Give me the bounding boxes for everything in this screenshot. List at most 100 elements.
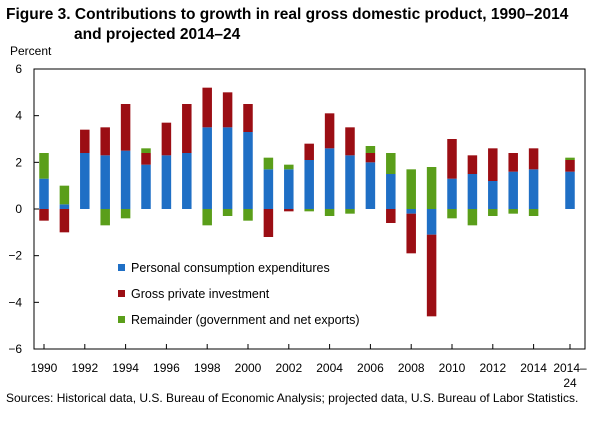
bar-segment-remainder bbox=[59, 185, 70, 205]
chart-title-line-2: and projected 2014–24 bbox=[74, 26, 241, 43]
bar-segment-remainder bbox=[426, 167, 437, 209]
bar-segment-consumption bbox=[141, 164, 151, 209]
x-tick-label: 2014– 24 bbox=[553, 361, 587, 390]
bar-segment-remainder bbox=[508, 209, 518, 214]
bar-segment-consumption bbox=[345, 155, 355, 209]
bar-segment-remainder bbox=[284, 164, 294, 170]
bar-segment-investment bbox=[386, 209, 396, 223]
legend-swatch bbox=[118, 290, 125, 297]
legend-swatch bbox=[118, 316, 125, 323]
bar-segment-remainder bbox=[120, 209, 131, 219]
bar-segment-investment bbox=[100, 127, 110, 156]
x-tick-label: 1990 bbox=[31, 361, 58, 375]
bar-segment-investment bbox=[426, 234, 437, 317]
bar-segment-investment bbox=[345, 127, 355, 156]
bar-segment-investment bbox=[202, 87, 212, 128]
bar-segment-consumption bbox=[100, 155, 110, 209]
y-tick-label: 0 bbox=[15, 202, 22, 216]
x-tick-label: 2004 bbox=[316, 361, 343, 375]
x-tick-label: 1996 bbox=[153, 361, 180, 375]
y-tick-label: 2 bbox=[15, 155, 22, 169]
bar-segment-investment bbox=[565, 160, 575, 172]
x-tick-label: 2008 bbox=[398, 361, 425, 375]
x-tick-label: 1994 bbox=[112, 361, 139, 375]
bar-segment-investment bbox=[528, 148, 539, 170]
legend-label: Personal consumption expenditures bbox=[131, 261, 330, 275]
legend-label: Gross private investment bbox=[131, 287, 270, 301]
bar-segment-consumption bbox=[222, 127, 233, 209]
bar-segment-investment bbox=[488, 148, 498, 181]
bar-segment-investment bbox=[222, 92, 233, 128]
bar-segment-remainder bbox=[447, 209, 457, 219]
bar-segment-investment bbox=[304, 143, 314, 160]
bar-segment-investment bbox=[447, 139, 457, 179]
bar-segment-investment bbox=[80, 129, 90, 153]
chart-title: Figure 3. Contributions to growth in rea… bbox=[6, 5, 596, 45]
bar-segment-investment bbox=[243, 104, 253, 132]
bar-segment-remainder bbox=[406, 169, 416, 209]
bar-segment-consumption bbox=[80, 153, 90, 209]
bar-segment-consumption bbox=[565, 171, 575, 209]
bar-segment-remainder bbox=[222, 209, 233, 216]
bar-segment-remainder bbox=[263, 157, 274, 170]
y-tick-label: −6 bbox=[8, 342, 22, 356]
bar-segment-investment bbox=[141, 153, 151, 165]
bar-segment-investment bbox=[406, 213, 416, 254]
x-tick-label: 1992 bbox=[71, 361, 98, 375]
bar-segment-investment bbox=[324, 113, 335, 149]
x-tick-label-part: 2014– bbox=[553, 361, 587, 375]
bar-segment-consumption bbox=[406, 209, 416, 214]
y-tick-label: −2 bbox=[8, 249, 22, 263]
bar-segment-remainder bbox=[345, 209, 355, 214]
bar-segment-remainder bbox=[386, 153, 396, 174]
bar-segment-consumption bbox=[488, 181, 498, 209]
bar-segment-investment bbox=[508, 153, 518, 172]
chart-title-line-1: Figure 3. Contributions to growth in rea… bbox=[6, 6, 569, 23]
bar-segment-consumption bbox=[365, 162, 376, 209]
bar-segment-consumption bbox=[386, 174, 396, 209]
y-axis-label: Percent bbox=[10, 44, 52, 58]
bar-segment-investment bbox=[365, 153, 376, 163]
bar-segment-consumption bbox=[528, 169, 539, 209]
bar-segment-remainder bbox=[528, 209, 539, 216]
bar-segment-remainder bbox=[365, 146, 376, 153]
y-tick-label: 6 bbox=[15, 62, 22, 76]
y-tick-label: 4 bbox=[15, 109, 22, 123]
x-tick-label-part: 24 bbox=[563, 376, 577, 390]
bar-segment-consumption bbox=[508, 171, 518, 209]
bar-segment-remainder bbox=[100, 209, 110, 226]
bar-segment-remainder bbox=[565, 157, 575, 160]
bar-segment-remainder bbox=[243, 209, 253, 221]
bar-segment-consumption bbox=[467, 174, 478, 209]
bar-segment-remainder bbox=[488, 209, 498, 216]
bar-segment-consumption bbox=[120, 150, 131, 209]
bar-segment-consumption bbox=[447, 178, 457, 209]
bar-segment-consumption bbox=[39, 178, 49, 209]
bar-segment-consumption bbox=[202, 127, 212, 209]
legend-label: Remainder (government and net exports) bbox=[131, 313, 360, 327]
x-tick-label: 2002 bbox=[275, 361, 302, 375]
bar-segment-investment bbox=[263, 209, 274, 237]
bar-segment-consumption bbox=[324, 148, 335, 209]
bar-segment-remainder bbox=[304, 209, 314, 212]
bar-segment-remainder bbox=[141, 148, 151, 153]
bar-segment-consumption bbox=[304, 160, 314, 209]
bar-segment-investment bbox=[59, 209, 70, 233]
legend-swatch bbox=[118, 264, 125, 271]
bar-segment-consumption bbox=[426, 209, 437, 235]
bar-segment-consumption bbox=[182, 153, 192, 209]
bar-segment-consumption bbox=[284, 169, 294, 209]
bar-segment-remainder bbox=[39, 153, 49, 179]
y-tick-label: −4 bbox=[8, 295, 22, 309]
bar-segment-investment bbox=[39, 209, 49, 221]
bar-segment-consumption bbox=[161, 155, 172, 209]
x-tick-label: 1998 bbox=[194, 361, 221, 375]
bar-segment-consumption bbox=[243, 132, 253, 209]
x-tick-label: 2014 bbox=[520, 361, 547, 375]
x-tick-label: 2012 bbox=[479, 361, 506, 375]
bar-segment-remainder bbox=[202, 209, 212, 226]
bar-segment-investment bbox=[467, 155, 478, 174]
bar-segment-remainder bbox=[324, 209, 335, 216]
x-tick-label: 2000 bbox=[235, 361, 262, 375]
